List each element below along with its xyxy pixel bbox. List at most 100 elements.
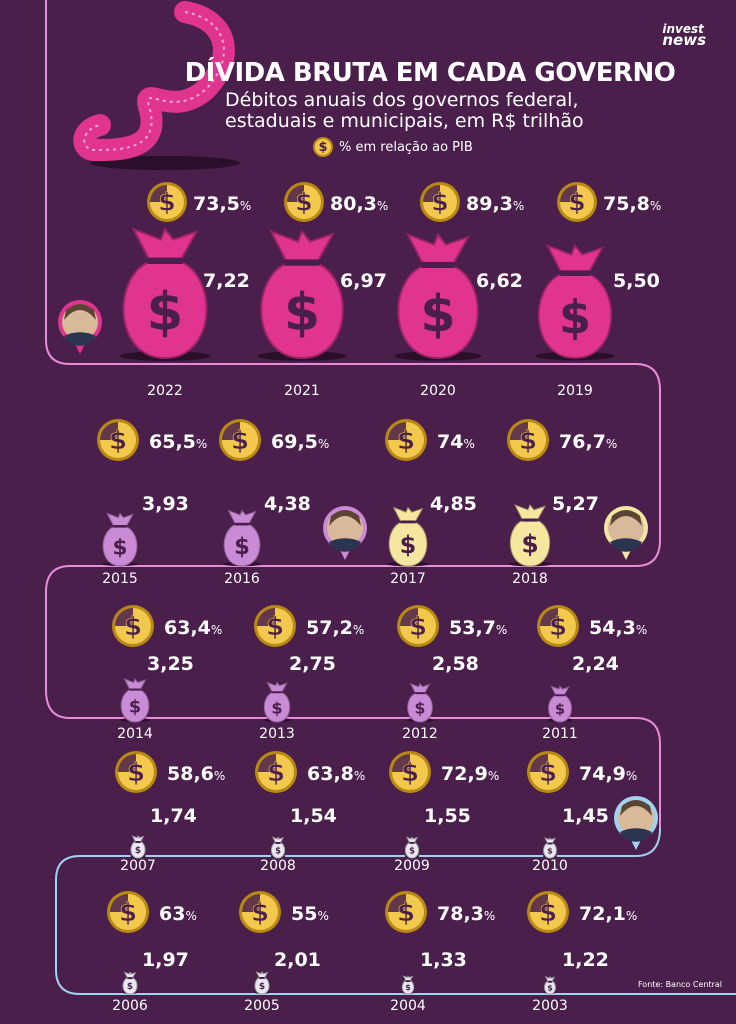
avatar-hair	[329, 509, 361, 526]
dollar-sign-icon: $	[559, 290, 591, 344]
percent-sign: %	[463, 437, 474, 451]
year-label-2008: 2008	[260, 858, 296, 874]
money-bag-2020: $	[394, 232, 482, 361]
value-label-2020: 6,62	[476, 270, 523, 292]
percent-sign: %	[488, 769, 499, 783]
bag-tie	[409, 841, 415, 844]
dollar-coin-icon: $	[295, 187, 312, 216]
year-label-2010: 2010	[532, 858, 568, 874]
avatar-hair	[64, 303, 96, 320]
bag-body	[254, 977, 270, 995]
receipt-ribbon-decoration	[73, 1, 240, 170]
coin-2005: $	[239, 891, 281, 933]
dollar-coin-icon: $	[549, 612, 567, 642]
dollar-coin-icon: $	[431, 187, 448, 216]
dollar-coin-icon: $	[231, 426, 249, 456]
avatar-hair	[610, 509, 642, 526]
pib-label-2022: 73,5%	[193, 193, 251, 215]
timeline-path-lower	[55, 827, 736, 995]
value-label-2013: 2,75	[289, 653, 336, 675]
bag-body	[122, 260, 208, 359]
brand-line1: invest	[662, 22, 704, 36]
year-label-2011: 2011	[542, 726, 578, 742]
dollar-coin-icon: $	[409, 612, 427, 642]
avatar-suit	[64, 332, 96, 346]
bag-tie	[258, 976, 266, 979]
bag-body	[122, 977, 138, 995]
pib-label-2015: 65,5%	[149, 431, 207, 453]
bag-body	[388, 521, 428, 567]
bag-top	[544, 976, 556, 982]
pib-label-2003: 72,1%	[579, 903, 637, 925]
avatar-hair	[620, 799, 652, 816]
dollar-coin-icon: $	[124, 612, 142, 642]
bag-body	[102, 526, 138, 567]
value-label-2019: 5,50	[613, 270, 660, 292]
percent-sign: %	[318, 437, 329, 451]
year-label-2019: 2019	[557, 383, 593, 399]
coin-pie-slice	[388, 894, 406, 912]
bag-body	[263, 691, 291, 723]
year-label-2018: 2018	[512, 571, 548, 587]
bag-body	[404, 842, 420, 859]
dollar-coin-icon: $	[251, 898, 269, 928]
bag-top	[131, 227, 199, 263]
pib-label-2019: 75,8%	[603, 193, 661, 215]
coin-2008: $	[255, 751, 297, 793]
bag-top	[409, 682, 431, 694]
bag-top	[123, 971, 137, 979]
coin-pie-slice	[115, 608, 133, 626]
brand-logo: invest news	[662, 22, 706, 49]
dollar-sign-icon: $	[547, 846, 553, 856]
percent-sign: %	[636, 623, 647, 637]
bag-body	[120, 689, 150, 723]
year-label-2004: 2004	[390, 998, 426, 1014]
bag-tie	[521, 518, 539, 522]
coin-2007: $	[115, 751, 157, 793]
bag-top	[269, 229, 335, 265]
bag-top	[550, 685, 570, 696]
pib-label-2005: 55%	[291, 903, 329, 925]
dollar-coin-icon: $	[267, 758, 285, 788]
percent-sign: %	[240, 199, 251, 213]
avatar-suit	[620, 828, 652, 842]
dollar-coin-icon: $	[519, 426, 537, 456]
bag-body	[548, 694, 572, 723]
dollar-coin-icon: $	[109, 426, 127, 456]
coin-2022: $	[147, 182, 187, 222]
percent-sign: %	[354, 769, 365, 783]
dollar-sign-icon: $	[113, 535, 128, 560]
bag-tie	[554, 694, 566, 697]
bag-body	[543, 842, 557, 859]
money-bag-2021: $	[257, 229, 347, 361]
percent-sign: %	[484, 909, 495, 923]
pib-label-2006: 63%	[159, 903, 197, 925]
dollar-coin-icon: $	[539, 758, 557, 788]
coin-pie-slice	[530, 894, 548, 912]
year-label-2012: 2012	[402, 726, 438, 742]
money-bag-2009: $	[404, 836, 420, 859]
pib-label-2014: 63,4%	[164, 617, 222, 639]
bag-tie	[547, 842, 553, 845]
dollar-sign-icon: $	[409, 845, 415, 855]
receipt-ribbon-lines	[83, 11, 225, 152]
pib-label-2009: 72,9%	[441, 763, 499, 785]
page-subtitle: Débitos anuais dos governos federal, est…	[225, 90, 665, 132]
dollar-coin-icon: $	[127, 758, 145, 788]
coin-pie-slice	[242, 894, 260, 912]
dollar-sign-icon: $	[405, 983, 411, 992]
percent-sign: %	[377, 199, 388, 213]
pib-label-2017: 74%	[437, 431, 475, 453]
coin-2014: $	[112, 605, 154, 647]
brand-line2: news	[662, 31, 706, 49]
percent-sign: %	[650, 199, 661, 213]
dollar-sign-icon: $	[147, 282, 184, 343]
percent-sign: %	[626, 769, 637, 783]
pib-label-2004: 78,3%	[437, 903, 495, 925]
bag-top	[106, 512, 134, 528]
value-label-2011: 2,24	[572, 653, 619, 675]
source-note: Fonte: Banco Central	[637, 980, 722, 989]
dollar-sign-icon: $	[547, 983, 553, 992]
money-bag-2013: $	[263, 681, 291, 723]
pib-label-2011: 54,3%	[589, 617, 647, 639]
